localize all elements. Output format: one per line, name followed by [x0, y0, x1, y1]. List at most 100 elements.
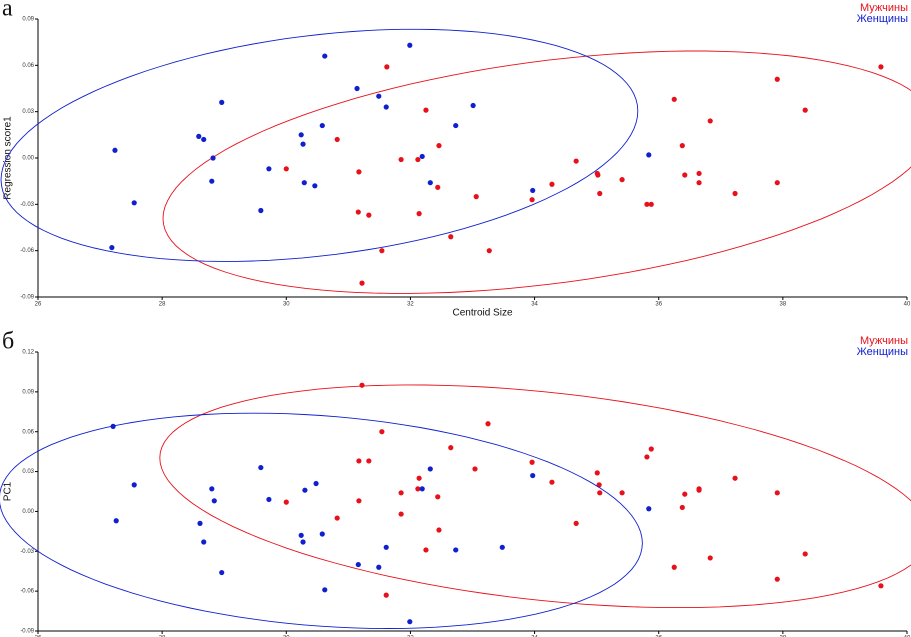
point [802, 107, 808, 113]
legend-entry: Женщины [857, 13, 908, 25]
point [366, 212, 372, 218]
legend-entry: Женщины [857, 346, 908, 358]
point [530, 472, 536, 479]
point [300, 141, 306, 147]
point [300, 539, 306, 545]
point [384, 64, 390, 70]
point [407, 42, 413, 48]
panel-label: а [2, 0, 13, 22]
point [322, 53, 328, 59]
point [619, 177, 625, 183]
x-tick-label: 32 [407, 636, 414, 637]
y-tick-label: -0.09 [20, 295, 34, 301]
point [319, 122, 325, 129]
x-tick-label: 34 [531, 302, 538, 308]
point [595, 172, 601, 178]
point [774, 576, 780, 582]
y-tick-label: 0.09 [22, 389, 34, 395]
point [435, 184, 441, 190]
point [210, 155, 216, 161]
point [322, 587, 328, 593]
point [427, 466, 433, 472]
point [197, 520, 203, 526]
point [356, 458, 362, 464]
confidence-ellipse [0, 412, 643, 629]
point [530, 187, 536, 194]
point [436, 143, 442, 149]
point [298, 532, 304, 538]
point [644, 201, 650, 207]
point [427, 180, 433, 186]
point [298, 132, 304, 138]
point [201, 539, 207, 545]
point [211, 498, 217, 504]
point [878, 583, 884, 589]
point [313, 480, 319, 487]
point [319, 531, 325, 537]
confidence-ellipse [0, 28, 639, 262]
point [436, 527, 442, 533]
x-tick-label: 28 [159, 636, 166, 637]
x-tick-label: 38 [780, 636, 787, 637]
y-tick-label: -0.09 [20, 629, 34, 635]
point [732, 475, 738, 481]
point [732, 190, 738, 197]
point [802, 551, 808, 557]
point [376, 564, 382, 570]
point [486, 248, 492, 254]
point [423, 107, 429, 113]
point [707, 555, 713, 561]
point [646, 506, 652, 512]
point [258, 464, 264, 471]
point [473, 194, 479, 200]
point [209, 486, 215, 492]
point [646, 152, 652, 158]
y-tick-label: 0.06 [22, 63, 34, 69]
y-tick-label: 0.09 [22, 17, 34, 23]
y-tick-label: 0.03 [22, 469, 34, 475]
point [283, 499, 289, 505]
point [131, 482, 137, 488]
y-axis-title: PC1 [3, 481, 14, 501]
point [878, 64, 884, 70]
y-tick-label: 0.06 [22, 429, 34, 435]
point [648, 201, 654, 207]
point [301, 180, 307, 186]
point [283, 166, 289, 172]
legend-entry: Мужчины [860, 335, 908, 347]
point [529, 197, 535, 203]
point [453, 547, 459, 553]
point [398, 490, 404, 496]
point [110, 423, 116, 429]
point [419, 486, 425, 492]
point [355, 561, 361, 568]
point [415, 486, 421, 492]
point [383, 104, 389, 110]
y-tick-label: -0.03 [20, 549, 34, 555]
x-tick-label: 40 [904, 636, 911, 637]
point [774, 76, 780, 82]
point [383, 592, 389, 598]
y-tick-label: -0.06 [20, 589, 34, 595]
y-tick-label: 0.00 [22, 509, 34, 515]
point [485, 421, 491, 427]
y-tick-label: -0.06 [20, 248, 34, 254]
point [109, 244, 115, 251]
x-tick-label: 40 [904, 302, 911, 308]
point [334, 515, 340, 521]
point [312, 183, 318, 189]
point [354, 85, 360, 92]
point [266, 496, 272, 503]
point [258, 207, 264, 214]
x-tick-label: 34 [531, 636, 538, 637]
point [679, 143, 685, 149]
point [448, 234, 454, 240]
point [448, 445, 454, 451]
point [549, 181, 555, 187]
point [379, 429, 385, 435]
point [774, 180, 780, 186]
point [682, 172, 688, 178]
point [682, 491, 688, 497]
point [415, 156, 421, 163]
x-tick-label: 30 [283, 636, 290, 637]
